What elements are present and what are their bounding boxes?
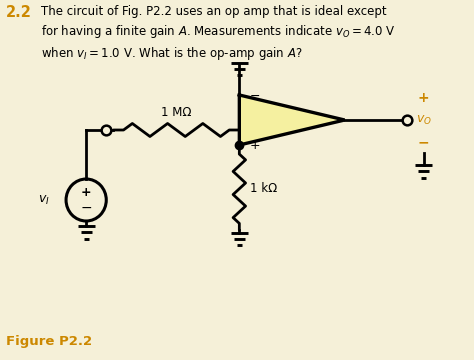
Text: Figure P2.2: Figure P2.2 bbox=[6, 334, 92, 347]
Text: −: − bbox=[250, 90, 260, 103]
Text: +: + bbox=[250, 139, 261, 152]
Text: 1 kΩ: 1 kΩ bbox=[250, 182, 277, 195]
Text: +: + bbox=[418, 90, 429, 104]
Text: +: + bbox=[81, 186, 91, 199]
Text: −: − bbox=[81, 201, 92, 215]
Text: The circuit of Fig. P2.2 uses an op amp that is ideal except
for having a finite: The circuit of Fig. P2.2 uses an op amp … bbox=[41, 5, 395, 62]
Polygon shape bbox=[239, 95, 345, 145]
Text: 2.2: 2.2 bbox=[6, 5, 32, 20]
Text: 1 MΩ: 1 MΩ bbox=[161, 106, 191, 119]
Text: $v_I$: $v_I$ bbox=[37, 193, 49, 207]
Text: −: − bbox=[418, 135, 429, 149]
Text: $v_O$: $v_O$ bbox=[416, 113, 432, 127]
